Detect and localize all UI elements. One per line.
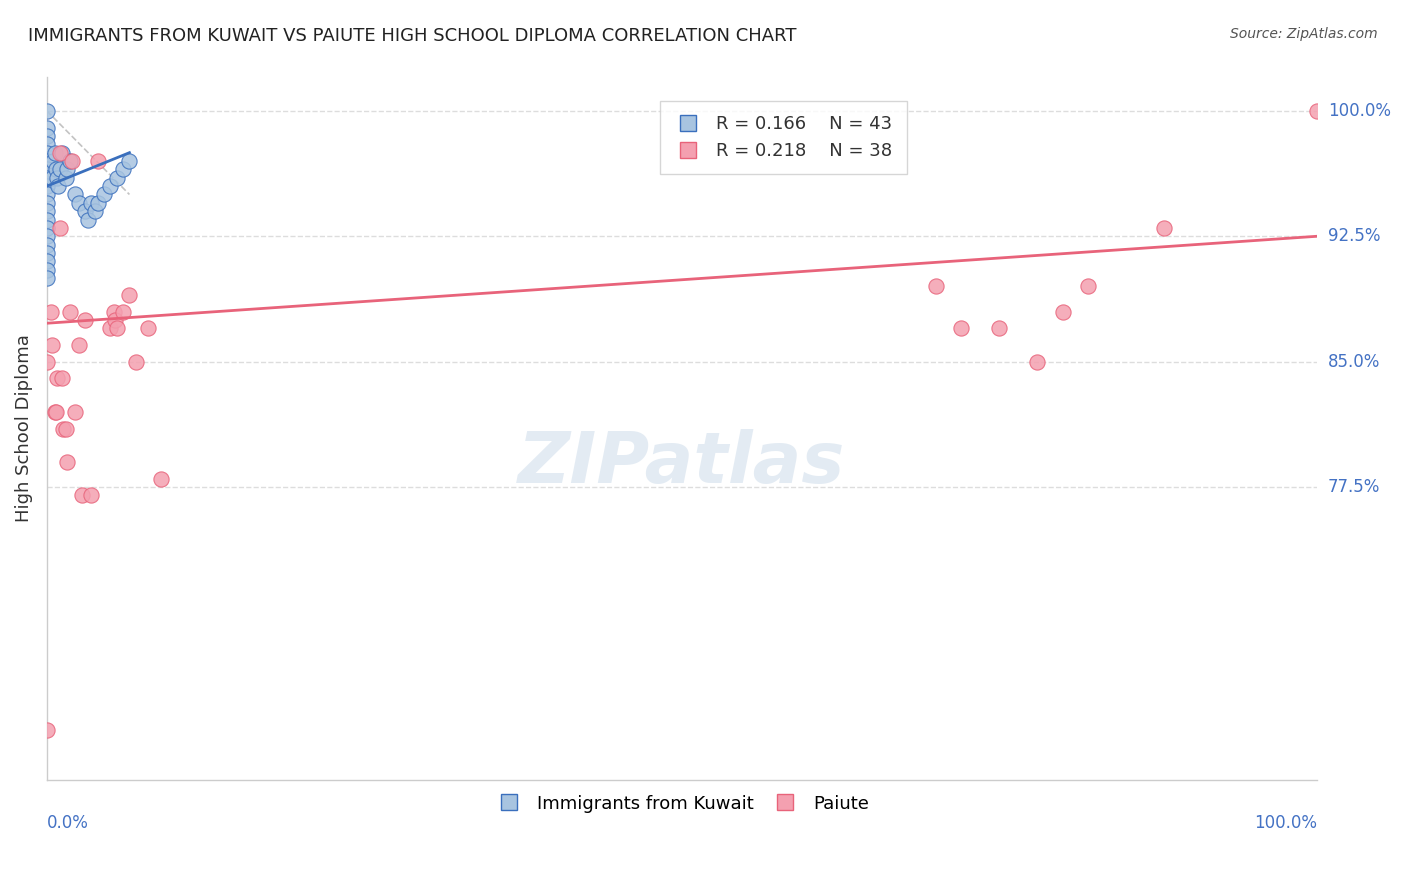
Point <box>59 154 82 169</box>
Point <box>48 145 70 160</box>
Text: 100.0%: 100.0% <box>1254 814 1317 832</box>
Point <box>93 187 115 202</box>
Point <box>35 103 58 118</box>
Point <box>35 154 58 169</box>
Point <box>39 304 62 318</box>
Point <box>42 154 65 169</box>
Point <box>104 313 127 327</box>
Point <box>112 162 135 177</box>
Point <box>56 455 79 469</box>
Point <box>73 313 96 327</box>
Y-axis label: High School Diploma: High School Diploma <box>15 334 32 523</box>
Point <box>35 120 58 135</box>
Point <box>63 187 86 202</box>
Point <box>59 304 82 318</box>
Point <box>44 405 66 419</box>
Point <box>112 304 135 318</box>
Point <box>67 338 90 352</box>
Point <box>86 195 108 210</box>
Text: Source: ZipAtlas.com: Source: ZipAtlas.com <box>1230 27 1378 41</box>
Point <box>150 472 173 486</box>
Point <box>35 271 58 285</box>
Point <box>67 195 90 210</box>
Point <box>35 212 58 227</box>
Text: IMMIGRANTS FROM KUWAIT VS PAIUTE HIGH SCHOOL DIPLOMA CORRELATION CHART: IMMIGRANTS FROM KUWAIT VS PAIUTE HIGH SC… <box>28 27 797 45</box>
Point <box>925 279 948 293</box>
Point <box>35 229 58 244</box>
Point <box>35 237 58 252</box>
Point <box>80 195 103 210</box>
Point <box>35 254 58 268</box>
Point <box>35 179 58 194</box>
Point <box>48 162 70 177</box>
Point <box>35 221 58 235</box>
Point <box>80 488 103 502</box>
Point <box>46 170 69 185</box>
Point <box>35 354 58 368</box>
Point <box>35 195 58 210</box>
Point <box>41 170 63 185</box>
Point <box>35 723 58 737</box>
Point <box>51 145 73 160</box>
Point <box>100 179 122 194</box>
Point <box>1077 279 1099 293</box>
Point <box>138 321 160 335</box>
Point <box>48 221 70 235</box>
Point <box>46 179 69 194</box>
Point <box>988 321 1011 335</box>
Point <box>100 321 122 335</box>
Text: 85.0%: 85.0% <box>1329 352 1381 371</box>
Point <box>44 145 66 160</box>
Text: 0.0%: 0.0% <box>46 814 89 832</box>
Text: 92.5%: 92.5% <box>1329 227 1381 245</box>
Point <box>35 128 58 143</box>
Point <box>35 187 58 202</box>
Point <box>950 321 973 335</box>
Text: 100.0%: 100.0% <box>1329 102 1391 120</box>
Point <box>76 212 98 227</box>
Point <box>105 321 128 335</box>
Point <box>52 421 75 435</box>
Point <box>35 162 58 177</box>
Text: 77.5%: 77.5% <box>1329 478 1381 496</box>
Point <box>63 405 86 419</box>
Point <box>41 338 63 352</box>
Point <box>72 488 94 502</box>
Point <box>35 170 58 185</box>
Point <box>86 154 108 169</box>
Point <box>84 204 107 219</box>
Point <box>60 154 83 169</box>
Point <box>35 137 58 152</box>
Point <box>118 154 141 169</box>
Point <box>1306 103 1329 118</box>
Point <box>56 162 79 177</box>
Point <box>1052 304 1074 318</box>
Point <box>103 304 125 318</box>
Point <box>35 145 58 160</box>
Legend: Immigrants from Kuwait, Paiute: Immigrants from Kuwait, Paiute <box>488 788 876 820</box>
Point <box>51 371 73 385</box>
Point <box>55 170 77 185</box>
Point <box>45 405 67 419</box>
Point <box>35 204 58 219</box>
Point <box>45 162 67 177</box>
Point <box>1026 354 1049 368</box>
Point <box>35 262 58 277</box>
Point <box>55 421 77 435</box>
Point <box>46 371 69 385</box>
Point <box>118 287 141 301</box>
Point <box>1153 221 1175 235</box>
Text: ZIPatlas: ZIPatlas <box>519 429 845 498</box>
Point <box>35 246 58 260</box>
Point <box>125 354 148 368</box>
Point <box>73 204 96 219</box>
Point <box>105 170 128 185</box>
